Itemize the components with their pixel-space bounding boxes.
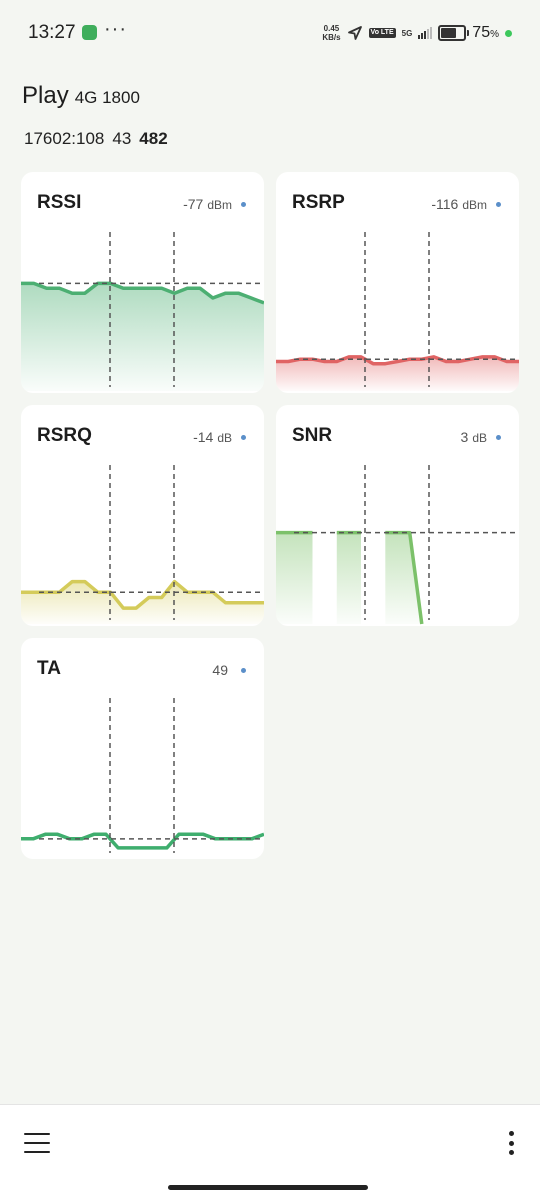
network-speed-value: 0.45: [323, 24, 340, 33]
cell-identity: 17602:108 43 482: [24, 129, 168, 149]
chart-area: [21, 283, 264, 391]
card-value: -116 dBm: [431, 196, 487, 212]
card-value: -14 dB: [193, 429, 232, 445]
battery-icon: [438, 25, 470, 41]
operator-header: Play 4G 1800: [22, 82, 140, 110]
cast-app-icon: [82, 25, 97, 40]
chart-line: [21, 579, 264, 610]
battery-level-fill: [441, 28, 457, 38]
chart-svg: [276, 232, 519, 391]
status-icons: 0.45 KB/s Vo LTE 5G 75%: [322, 22, 512, 44]
network-technology: 4G 1800: [74, 88, 140, 107]
status-dot-icon: [496, 435, 501, 440]
cell-pci: 43: [112, 129, 132, 148]
chart-line: [21, 832, 264, 850]
chart-area: [276, 532, 313, 624]
network-speed: 0.45 KB/s: [322, 24, 340, 42]
cell-earfcn: 482: [139, 129, 168, 148]
chart-svg: [21, 232, 264, 391]
ta-card[interactable]: TA 49: [21, 638, 264, 859]
chart-area: [21, 581, 264, 624]
signal-strength-icon: [418, 27, 433, 39]
operator-name: Play: [22, 82, 69, 109]
card-title: RSRP: [292, 192, 345, 213]
rsrq-card[interactable]: RSRQ -14 dB: [21, 405, 264, 626]
network-type-label: 5G: [401, 28, 413, 38]
card-title: RSRQ: [37, 425, 92, 446]
snr-card[interactable]: SNR 3 dB: [276, 405, 519, 626]
status-dot-icon: [496, 202, 501, 207]
card-value: -77 dBm: [183, 196, 232, 212]
status-time: 13:27: [28, 22, 76, 43]
rsrp-card[interactable]: RSRP -116 dBm: [276, 172, 519, 393]
status-bar: 13:27 ··· 0.45 KB/s Vo LTE 5G 75%: [0, 0, 540, 66]
home-indicator[interactable]: [168, 1185, 368, 1190]
privacy-indicator-icon: [505, 29, 512, 37]
chart-svg: [276, 465, 515, 625]
notification-more-icon: ···: [104, 18, 127, 40]
chart-svg: [21, 698, 264, 853]
status-dot-icon: [241, 202, 246, 207]
bottom-app-bar: [0, 1104, 540, 1201]
card-value: 3 dB: [460, 429, 487, 445]
chart-line: [21, 281, 264, 305]
rssi-card[interactable]: RSSI -77 dBm: [21, 172, 264, 393]
card-value: 49: [212, 662, 228, 678]
card-title: TA: [37, 658, 61, 679]
chart-area: [276, 356, 519, 391]
more-vertical-icon[interactable]: [508, 1131, 514, 1155]
card-title: SNR: [292, 425, 333, 446]
location-icon: [347, 26, 362, 40]
chart-line: [276, 355, 519, 366]
card-title: RSSI: [37, 192, 82, 213]
battery-percent: 75%: [472, 24, 499, 41]
chart-svg: [21, 465, 264, 624]
status-dot-icon: [241, 435, 246, 440]
chart-area: [336, 532, 362, 624]
cell-id: 17602:108: [24, 129, 105, 148]
volte-icon: Vo LTE: [368, 28, 396, 38]
hamburger-menu-icon[interactable]: [24, 1133, 50, 1153]
status-dot-icon: [241, 668, 246, 673]
network-speed-unit: KB/s: [322, 33, 341, 42]
